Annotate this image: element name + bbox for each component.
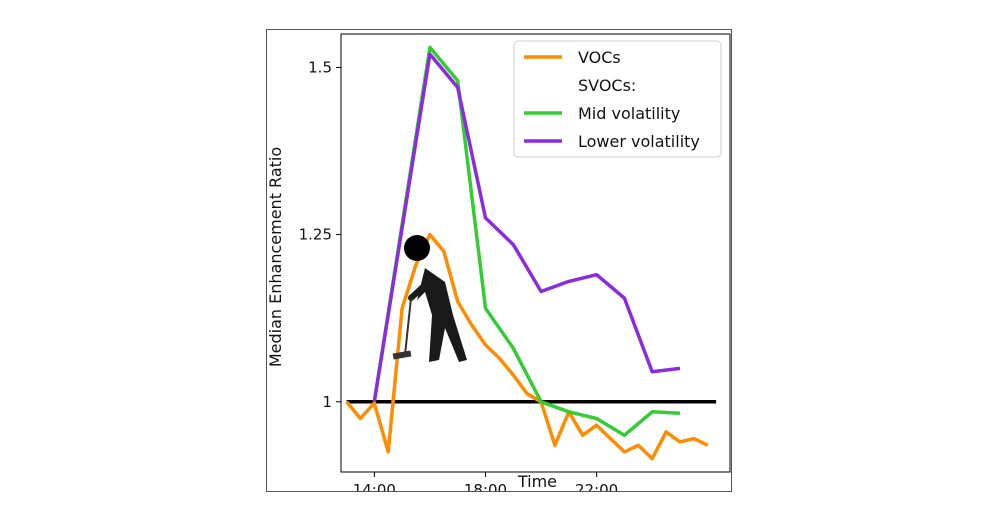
y-tick-label: 1 bbox=[322, 393, 332, 411]
x-tick-label: 22:00 bbox=[575, 481, 618, 491]
person-icon bbox=[392, 235, 467, 362]
legend-label: VOCs bbox=[578, 48, 621, 67]
person-head bbox=[404, 235, 430, 261]
x-tick-label: 14:00 bbox=[353, 481, 396, 491]
y-tick-label: 1.5 bbox=[308, 58, 332, 76]
tool-shaft bbox=[404, 297, 412, 356]
axes: 1 1.25 1.5 14:00 18:00 22:00 Time Median Enhanc… bbox=[267, 58, 618, 491]
chart: VOCs SVOCs: Mid volatility Lower volatility… bbox=[267, 33, 731, 491]
legend-label: Lower volatility bbox=[578, 132, 700, 151]
x-axis-label: Time bbox=[517, 472, 557, 491]
legend-box bbox=[513, 40, 722, 158]
y-axis-label: Median Enhancement Ratio bbox=[267, 147, 285, 367]
series-line-mid-volatility bbox=[372, 45, 681, 437]
legend-label: Mid volatility bbox=[578, 104, 680, 123]
plot-frame bbox=[340, 33, 731, 473]
legend-label: SVOCs: bbox=[578, 76, 636, 95]
legend: VOCs SVOCs: Mid volatility Lower volatility bbox=[513, 40, 722, 158]
series-line-vocs bbox=[345, 232, 709, 461]
plot-area bbox=[340, 33, 731, 473]
series-line-lower-volatility bbox=[372, 52, 681, 403]
x-tick-label: 18:00 bbox=[464, 481, 507, 491]
person-arm bbox=[408, 282, 428, 301]
tool-head bbox=[392, 350, 412, 360]
person-body bbox=[417, 268, 467, 362]
figure-frame: VOCs SVOCs: Mid volatility Lower volatility… bbox=[266, 29, 732, 492]
series-group bbox=[345, 45, 709, 461]
y-tick-label: 1.25 bbox=[299, 226, 332, 244]
